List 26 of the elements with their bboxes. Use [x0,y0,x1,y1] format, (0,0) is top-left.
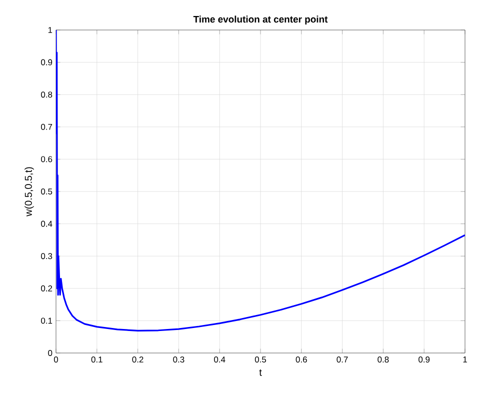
x-tick-label: 0.7 [336,356,348,363]
y-tick-label: 0.1 [41,318,52,324]
y-tick-label: 0.5 [41,188,52,194]
chart-title: Time evolution at center point [193,16,328,24]
x-tick-label: 0.8 [378,356,389,363]
y-tick-label: 0.3 [41,253,52,260]
x-axis-title: t [259,369,262,376]
y-tick-label: 0.7 [41,124,52,130]
x-tick-label: 0.1 [91,356,102,363]
y-axis-title: w(0.5,0.5,t) [24,167,34,216]
y-tick-label: 0.6 [41,156,52,162]
y-tick-label: 0.4 [41,220,52,227]
y-tick-label: 1 [48,27,52,33]
x-tick-label: 0.6 [296,356,307,363]
x-tick-label: 0 [54,356,58,363]
x-tick-label: 1 [463,356,467,362]
y-tick-label: 0.9 [41,59,52,66]
x-tick-label: 0.2 [132,356,144,363]
y-tick-label: 0.8 [41,92,52,98]
x-tick-label: 0.5 [254,356,266,363]
x-tick-label: 0.9 [418,356,430,363]
x-tick-label: 0.3 [173,356,184,363]
y-tick-label: 0 [48,350,52,356]
y-tick-label: 0.2 [41,285,52,292]
x-tick-label: 0.4 [214,356,226,363]
line-series [56,30,466,332]
